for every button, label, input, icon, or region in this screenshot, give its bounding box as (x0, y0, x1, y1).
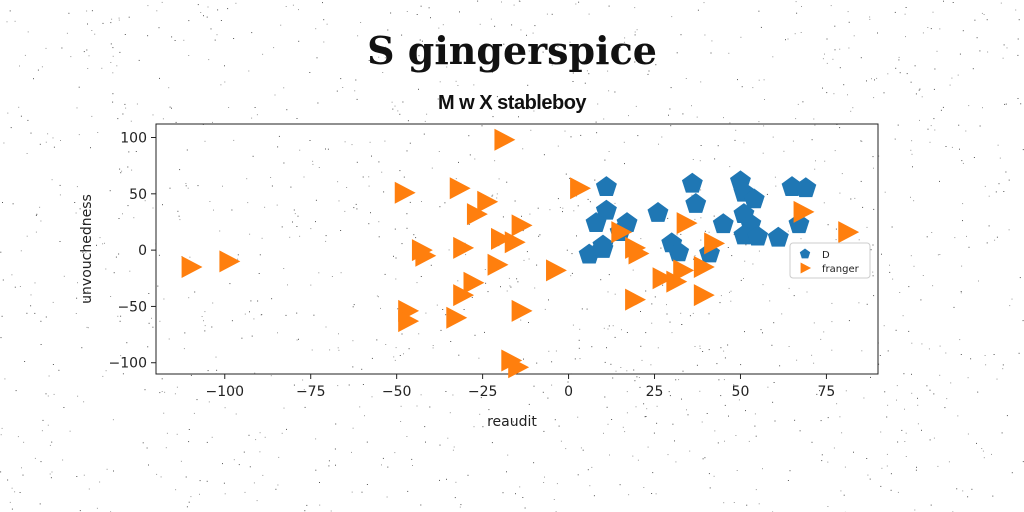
data-point-franger (394, 181, 416, 204)
data-point-franger (625, 288, 646, 311)
data-point-franger (838, 221, 860, 244)
data-point-franger (793, 200, 815, 223)
data-point-franger (676, 212, 698, 235)
data-point-franger (570, 177, 591, 200)
x-tick-label: −100 (206, 384, 244, 400)
x-tick-label: −75 (296, 384, 326, 400)
data-point-d (595, 199, 617, 220)
data-point-d (647, 202, 669, 222)
x-tick-label: 25 (646, 384, 664, 400)
data-point-franger (611, 221, 633, 244)
y-tick-label: −50 (117, 299, 147, 315)
y-axis-label: unvouchedness (79, 194, 95, 304)
data-point-franger (693, 284, 715, 307)
data-point-franger (628, 242, 650, 265)
legend-marker (800, 262, 812, 274)
data-point-franger (494, 128, 516, 151)
data-point-d (747, 225, 769, 246)
data-point-d (733, 224, 755, 245)
x-tick-label: 0 (564, 384, 573, 400)
data-point-d (668, 241, 690, 262)
y-tick-label: 100 (120, 131, 147, 147)
data-point-franger (508, 356, 530, 379)
legend-label: franger (822, 264, 860, 275)
data-point-d (712, 213, 734, 234)
data-point-franger (219, 250, 241, 273)
legend-marker (799, 248, 811, 259)
data-point-d (592, 238, 614, 258)
plot-frame (155, 123, 879, 375)
data-point-franger (449, 177, 471, 200)
data-point-franger (398, 310, 420, 333)
data-point-franger (491, 227, 512, 250)
x-tick-label: −25 (468, 384, 498, 400)
data-point-franger (666, 270, 688, 293)
data-point-franger (466, 203, 488, 226)
x-tick-label: −50 (382, 384, 412, 400)
data-point-d (743, 188, 765, 209)
data-point-franger (546, 259, 567, 282)
data-point-franger (504, 231, 526, 254)
data-point-franger (453, 236, 475, 259)
data-point-d (685, 193, 707, 213)
data-point-franger (511, 214, 533, 237)
data-point-d (681, 172, 703, 193)
data-point-franger (463, 271, 485, 294)
legend-box (789, 242, 871, 279)
legend-label: D (822, 250, 830, 261)
y-tick-label: 0 (138, 243, 147, 259)
data-point-franger (704, 232, 726, 255)
data-point-d (585, 212, 607, 232)
data-point-d (795, 177, 817, 198)
data-point-franger (181, 256, 203, 279)
chart-title: S gingerspice (367, 28, 657, 73)
y-tick-label: 50 (129, 187, 147, 203)
data-point-d (767, 226, 789, 247)
data-point-franger (511, 299, 533, 322)
data-point-d (781, 176, 803, 196)
data-point-franger (453, 284, 475, 307)
data-point-franger (487, 253, 509, 276)
data-point-franger (673, 259, 695, 282)
x-tick-label: 50 (732, 384, 750, 400)
chart-subtitle: M w X stableboy (437, 92, 587, 114)
data-point-franger (415, 244, 437, 267)
data-point-franger (477, 190, 499, 213)
x-axis-label: reaudit (487, 414, 537, 430)
data-point-franger (693, 256, 715, 279)
data-point-franger (446, 306, 468, 329)
x-tick-label: 75 (818, 384, 836, 400)
data-point-franger (652, 267, 674, 290)
y-tick-label: −100 (109, 356, 147, 372)
data-point-d (595, 176, 617, 196)
